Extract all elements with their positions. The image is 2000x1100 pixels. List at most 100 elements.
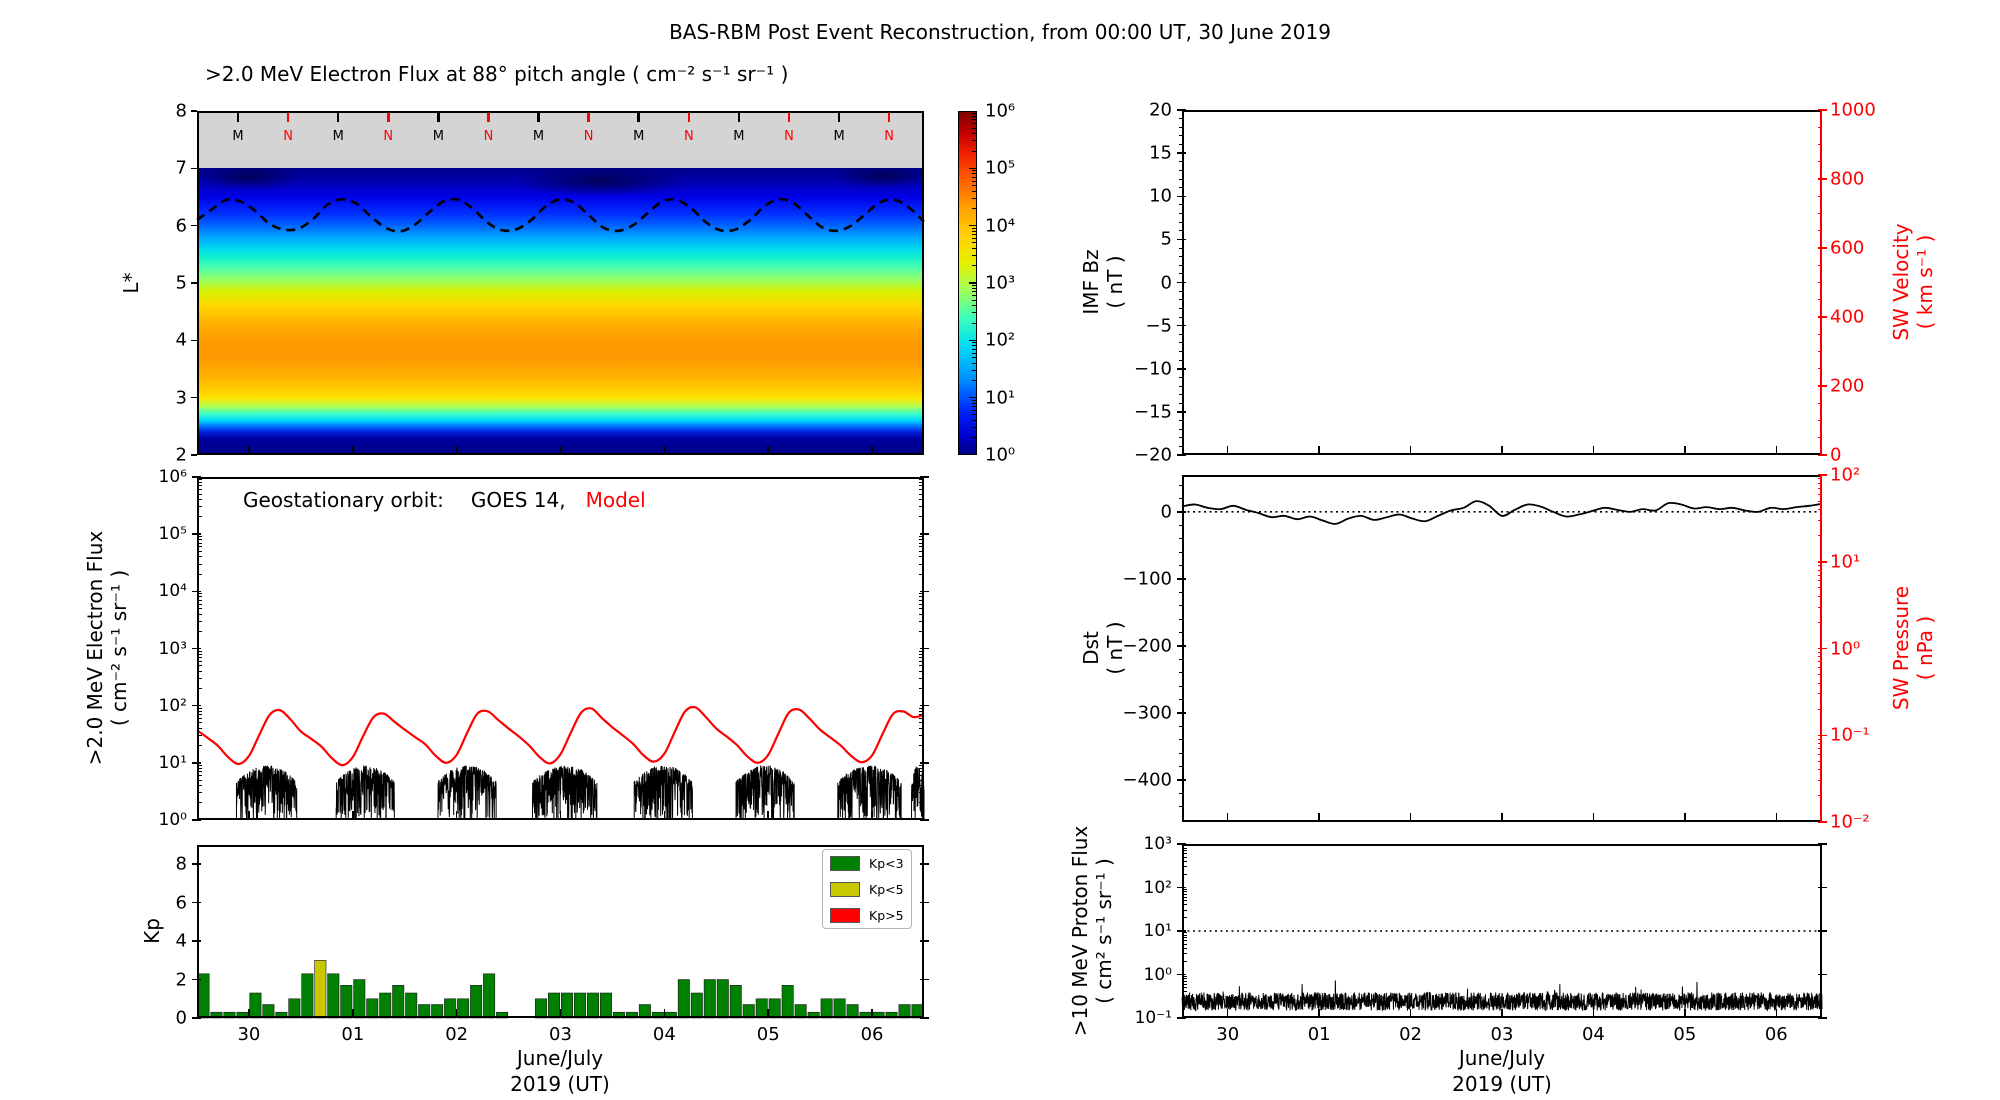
dst-minor-tick [1179, 551, 1182, 553]
heatmap-ytick-label: 8 [175, 100, 187, 122]
kp-bar [833, 998, 846, 1019]
velocity-ytick-label: 400 [1830, 306, 1865, 328]
colorbar-tick-label: 10³ [985, 272, 1016, 294]
legend-label-kp-low: Kp<3 [869, 855, 904, 871]
proton-xtick [1775, 1009, 1778, 1017]
kp-bar [379, 992, 392, 1019]
heatmap-ytick-label: 3 [175, 387, 187, 409]
kp-ytick-right [920, 863, 929, 865]
colorbar-minor-tick [972, 291, 976, 293]
heatmap-ytick-label: 5 [175, 272, 187, 294]
proton-minor-tick [1183, 904, 1187, 906]
colorbar-minor-tick [972, 116, 976, 118]
flux-minor-tick [198, 516, 202, 518]
kp-border [197, 845, 924, 1018]
proton-xtick-label: 01 [1307, 1024, 1331, 1045]
kp-xtick [871, 1009, 873, 1017]
colorbar-minor-tick [972, 322, 976, 324]
heatmap-xtick [352, 446, 354, 454]
goes-data-trace [235, 765, 298, 820]
proton-minor-tick [1183, 943, 1187, 945]
colorbar-minor-tick [972, 406, 976, 408]
flux-minor-tick-right [919, 785, 923, 787]
kp-ytick-label: 4 [175, 930, 187, 952]
flux-ytick-label: 10⁰ [158, 810, 187, 830]
flux-minor-tick [198, 687, 202, 689]
proton-minor-tick [1183, 853, 1187, 855]
kp-ytick [192, 901, 201, 904]
dst-xtick [1684, 813, 1686, 821]
flux-minor-tick [198, 593, 202, 595]
dst-ytick [1177, 511, 1186, 513]
flux-minor-tick [198, 563, 202, 565]
imf-ytick [1177, 324, 1186, 327]
proton-xtick-label: 02 [1399, 1024, 1423, 1045]
flux-minor-tick [198, 656, 202, 658]
imf-minor-tick [1179, 316, 1182, 318]
imf-minor-tick [1179, 437, 1182, 439]
flux-minor-tick [198, 489, 202, 491]
dst-line [1181, 500, 1823, 525]
pressure-ytick [1818, 647, 1827, 650]
kp-bar [794, 1004, 807, 1019]
flux-ytick-label: 10⁶ [158, 467, 187, 487]
electron-flux-plot [196, 705, 925, 820]
dst-ytick [1177, 578, 1186, 580]
colorbar-minor-tick [972, 414, 976, 416]
kp-bar [483, 973, 496, 1019]
proton-minor-tick [1183, 866, 1187, 868]
imf-minor-tick [1179, 230, 1182, 232]
satellite-marker-tick [787, 112, 791, 122]
sw-pressure-line2: ( nPa ) [1913, 615, 1937, 681]
flux-minor-tick [198, 613, 202, 615]
pressure-ytick-label: 10² [1830, 464, 1861, 486]
colorbar-minor-tick [972, 119, 976, 121]
proton-ytick-right [1818, 973, 1827, 976]
colorbar-minor-tick [972, 345, 976, 347]
model-line [196, 705, 925, 767]
dst-minor-tick [1179, 765, 1182, 767]
kp-bar [444, 998, 457, 1019]
colorbar-minor-tick [972, 150, 976, 152]
legend-swatch-yellow [830, 881, 860, 897]
heatmap-ytick [191, 167, 197, 170]
flux-minor-tick-right [919, 499, 923, 501]
proton-minor-tick [1183, 850, 1187, 852]
colorbar-minor-tick [972, 399, 976, 401]
proton-xtick [1684, 1009, 1686, 1017]
flux-xtick [663, 811, 666, 819]
imf-minor-tick [1179, 290, 1182, 292]
dst-right-red-spine [1819, 475, 1822, 822]
flux-minor-tick [198, 660, 202, 662]
kp-bar [846, 1004, 859, 1019]
colorbar-minor-tick [972, 409, 976, 411]
colorbar-minor-tick [972, 140, 976, 142]
goes-data-trace [437, 765, 497, 820]
kp-xtick [767, 1009, 769, 1017]
kp-bar [898, 1004, 911, 1019]
legend-row-kp-low: Kp<3 [823, 850, 911, 876]
flux-minor-tick-right [919, 677, 923, 679]
heatmap-plot-area [197, 111, 924, 455]
pressure-ytick-label: 10⁻¹ [1830, 724, 1870, 746]
flux-ytick-right [920, 476, 929, 478]
flux-annotation: Geostationary orbit: GOES 14, Model [243, 488, 646, 512]
proton-xtick [1226, 1009, 1229, 1017]
colorbar-minor-tick [972, 237, 976, 239]
satellite-marker-tick [587, 112, 590, 122]
dst-minor-tick [1179, 564, 1182, 566]
sw-velocity-line1: SW Velocity [1889, 223, 1913, 341]
imf-ytick-label: −10 [1134, 358, 1172, 380]
kp-bar [573, 992, 586, 1019]
flux-minor-tick-right [919, 479, 923, 481]
imf-ytick [1177, 152, 1186, 154]
imf-minor-tick [1179, 118, 1182, 120]
colorbar-major-tick [969, 339, 976, 341]
proton-ylabel-line1: >10 MeV Proton Flux [1068, 825, 1092, 1037]
figure-title: BAS-RBM Post Event Reconstruction, from … [669, 20, 1331, 44]
dst-minor-tick [1179, 591, 1182, 593]
kp-xtick-label: 01 [341, 1024, 365, 1045]
colorbar-minor-tick [972, 170, 976, 172]
kp-bar [288, 998, 301, 1019]
heatmap-xtick [455, 446, 458, 454]
